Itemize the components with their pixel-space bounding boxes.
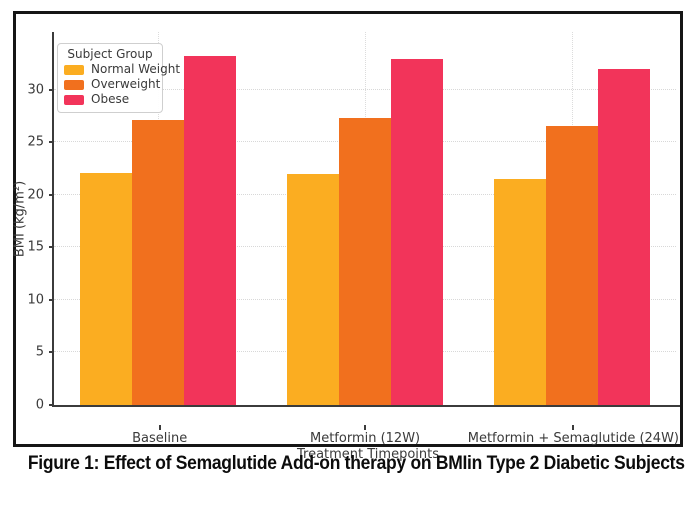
bar: [183, 56, 236, 405]
x-category-label: Metformin + Semaglutide (24W): [467, 431, 679, 446]
x-axis-spine: [52, 405, 680, 407]
y-tick-label: 15: [27, 239, 44, 255]
bar-group: [261, 32, 468, 405]
y-tick-mark: [49, 404, 54, 406]
bar: [79, 172, 132, 405]
x-tick-mark: [158, 425, 161, 430]
y-tick-label: 10: [27, 292, 44, 308]
y-tick-label: 20: [27, 187, 44, 203]
legend-item-label: Normal Weight: [91, 62, 181, 76]
bar-group: [54, 32, 261, 405]
y-axis-title: BMI (kg/m²): [12, 180, 28, 257]
x-axis-title: Treatment Timepoints: [296, 447, 440, 462]
y-tick-mark: [49, 88, 54, 91]
legend-item-label: Overweight: [91, 77, 161, 91]
bar: [286, 173, 339, 405]
y-tick-label: 30: [27, 82, 44, 98]
y-tick-mark: [49, 351, 54, 354]
x-axis-labels: Baseline Metformin (12W) Metformin + Semag…: [57, 425, 679, 446]
y-tick-mark: [49, 141, 54, 144]
x-label-column: Metformin (12W): [262, 425, 467, 446]
legend-item-label: Obese: [91, 92, 130, 106]
x-label-column: Metformin + Semaglutide (24W): [468, 425, 679, 446]
bar: [494, 179, 547, 405]
bar: [598, 68, 651, 405]
bar-groups: [54, 32, 676, 405]
y-axis-spine: [52, 32, 54, 407]
y-tick-mark: [49, 298, 54, 301]
legend-title: Subject Group: [67, 47, 153, 61]
legend-item: Obese: [64, 93, 156, 106]
bar: [390, 59, 443, 405]
legend-swatch: [64, 64, 84, 75]
legend-item: Normal Weight: [64, 63, 180, 76]
x-tick-mark: [572, 425, 575, 430]
x-category-label: Metformin (12W): [309, 431, 421, 446]
x-tick-mark: [364, 425, 367, 430]
x-label-column: Baseline: [57, 425, 262, 446]
x-category-label: Baseline: [132, 431, 188, 446]
y-tick-mark: [49, 193, 54, 196]
legend-items: Normal Weight Overweight Obese: [64, 63, 180, 106]
legend: Subject Group Normal Weight Overweight Obe…: [57, 43, 180, 113]
y-tick-label: 25: [27, 134, 44, 150]
bar: [338, 118, 391, 405]
bar: [131, 120, 184, 405]
legend-item: Overweight: [64, 78, 160, 91]
y-tick-label: 0: [35, 397, 44, 413]
bar-group: [469, 32, 676, 405]
figure-caption: Figure 1: Effect of Semaglutide Add-on t…: [27, 453, 685, 474]
chart-figure: BMI (kg/m²) Subject Group Normal Weight O…: [13, 11, 683, 462]
y-tick-mark: [49, 246, 54, 249]
y-tick-label: 5: [35, 344, 44, 360]
legend-swatch: [64, 94, 84, 105]
legend-swatch: [64, 79, 84, 90]
bar: [546, 125, 599, 405]
plot-area: BMI (kg/m²) Subject Group Normal Weight O…: [13, 32, 680, 412]
